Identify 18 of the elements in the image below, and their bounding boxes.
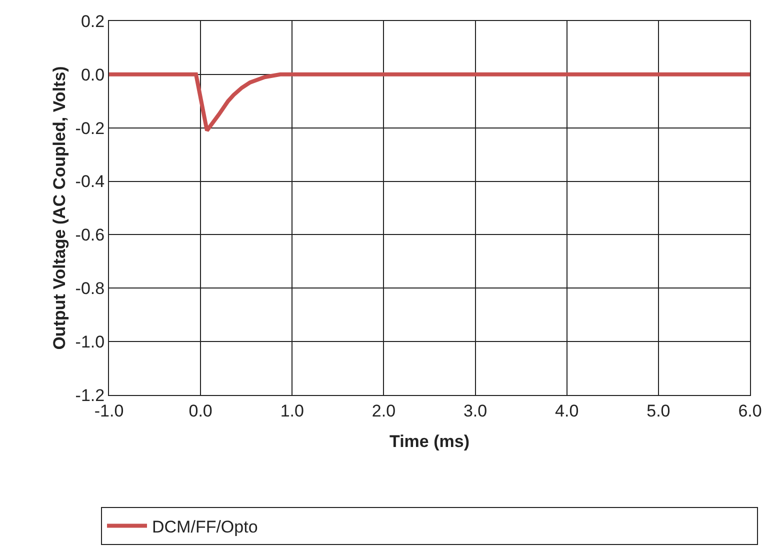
- y-tick-label: -0.6: [75, 226, 105, 245]
- x-tick-label: 0.0: [188, 401, 212, 420]
- legend-label: DCM/FF/Opto: [152, 517, 258, 536]
- x-tick-label: 2.0: [372, 401, 396, 420]
- line-series: [109, 72, 750, 133]
- y-tick-label: -0.2: [75, 118, 105, 138]
- y-tick-label: -0.4: [75, 172, 105, 192]
- x-tick-label: 1.0: [280, 401, 304, 420]
- x-axis-title: Time (ms): [390, 432, 470, 451]
- x-tick-label: 4.0: [555, 401, 579, 420]
- y-tick-label: -1.0: [75, 332, 105, 352]
- x-tick-label: 3.0: [463, 401, 488, 420]
- x-tick-label: 6.0: [738, 401, 762, 420]
- y-tick-label: 0.2: [80, 12, 105, 31]
- y-axis-title: Output Voltage (AC Coupled, Volts): [50, 66, 69, 350]
- x-tick-label: 5.0: [646, 401, 670, 420]
- y-tick-label: -0.8: [75, 279, 105, 298]
- y-tick-label: 0.0: [80, 65, 105, 84]
